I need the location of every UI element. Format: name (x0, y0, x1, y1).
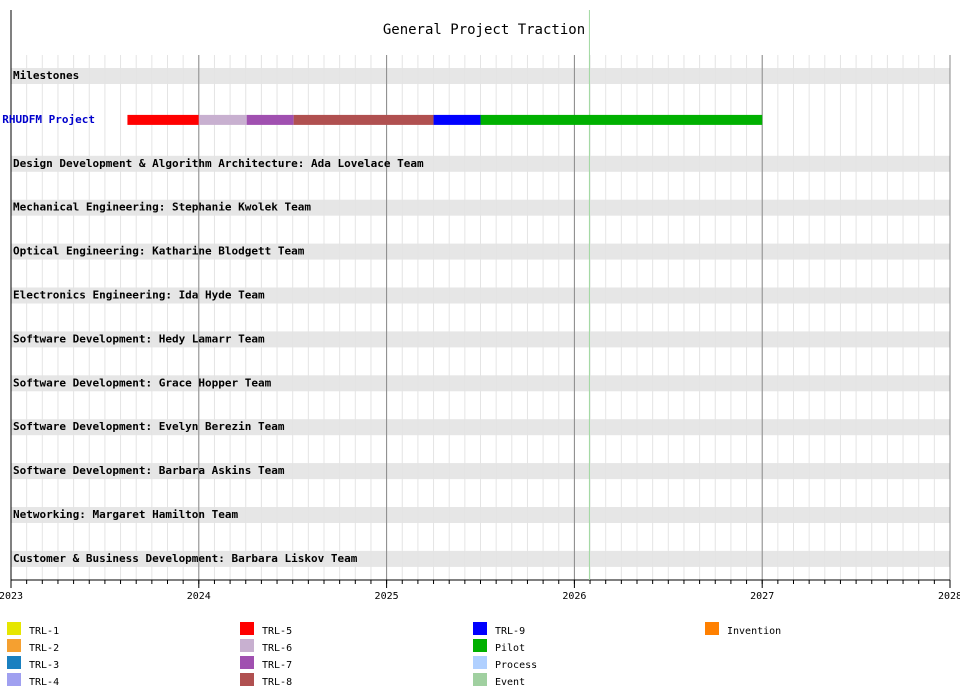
row-label: Mechanical Engineering: Stephanie Kwolek… (13, 201, 311, 214)
row-label: Software Development: Barbara Askins Tea… (13, 464, 285, 477)
row-label: Software Development: Hedy Lamarr Team (13, 332, 265, 345)
task-bar (198, 114, 247, 125)
legend-label: TRL-7 (262, 660, 292, 671)
legend-swatch (7, 622, 21, 635)
row-label: Milestones (13, 69, 79, 82)
legend-swatch (473, 673, 487, 686)
task-bar (293, 114, 434, 125)
x-tick-label: 2023 (0, 591, 23, 602)
task-bar (246, 114, 294, 125)
row-label: Optical Engineering: Katharine Blodgett … (13, 245, 305, 258)
legend-swatch (7, 656, 21, 669)
task-bar (480, 114, 763, 125)
legend-label: TRL-6 (262, 643, 292, 654)
row-label: Software Development: Evelyn Berezin Tea… (13, 420, 285, 433)
task-bar (433, 114, 481, 125)
x-tick-label: 2027 (750, 591, 774, 602)
legend-label: TRL-9 (495, 626, 525, 637)
legend-label: Process (495, 660, 537, 671)
legend-swatch (240, 622, 254, 635)
row-label: Networking: Margaret Hamilton Team (13, 508, 239, 521)
legend-swatch (7, 639, 21, 652)
legend-swatch (240, 656, 254, 669)
row-label: RHUDFM Project (2, 113, 95, 126)
x-tick-label: 2024 (187, 591, 211, 602)
task-bar (127, 114, 199, 125)
legend-swatch (473, 622, 487, 635)
legend-label: TRL-4 (29, 677, 59, 688)
legend-swatch (240, 639, 254, 652)
chart-title: General Project Traction (383, 22, 585, 38)
row-label: Software Development: Grace Hopper Team (13, 376, 272, 389)
x-tick-label: 2025 (375, 591, 399, 602)
legend-label: TRL-1 (29, 626, 59, 637)
legend-label: TRL-2 (29, 643, 59, 654)
row-label: Customer & Business Development: Barbara… (13, 552, 358, 565)
legend-swatch (705, 622, 719, 635)
legend-label: Pilot (495, 643, 525, 654)
legend-label: TRL-3 (29, 660, 59, 671)
x-tick-label: 2026 (562, 591, 586, 602)
legend-swatch (240, 673, 254, 686)
legend-swatch (473, 656, 487, 669)
legend-label: TRL-5 (262, 626, 292, 637)
legend-label: Event (495, 677, 525, 688)
legend-swatch (473, 639, 487, 652)
legend-label: TRL-8 (262, 677, 292, 688)
legend-swatch (7, 673, 21, 686)
row-label: Electronics Engineering: Ida Hyde Team (13, 289, 265, 302)
x-tick-label: 2028 (938, 591, 960, 602)
legend-label: Invention (727, 626, 781, 637)
row-label: Design Development & Algorithm Architect… (13, 157, 424, 170)
